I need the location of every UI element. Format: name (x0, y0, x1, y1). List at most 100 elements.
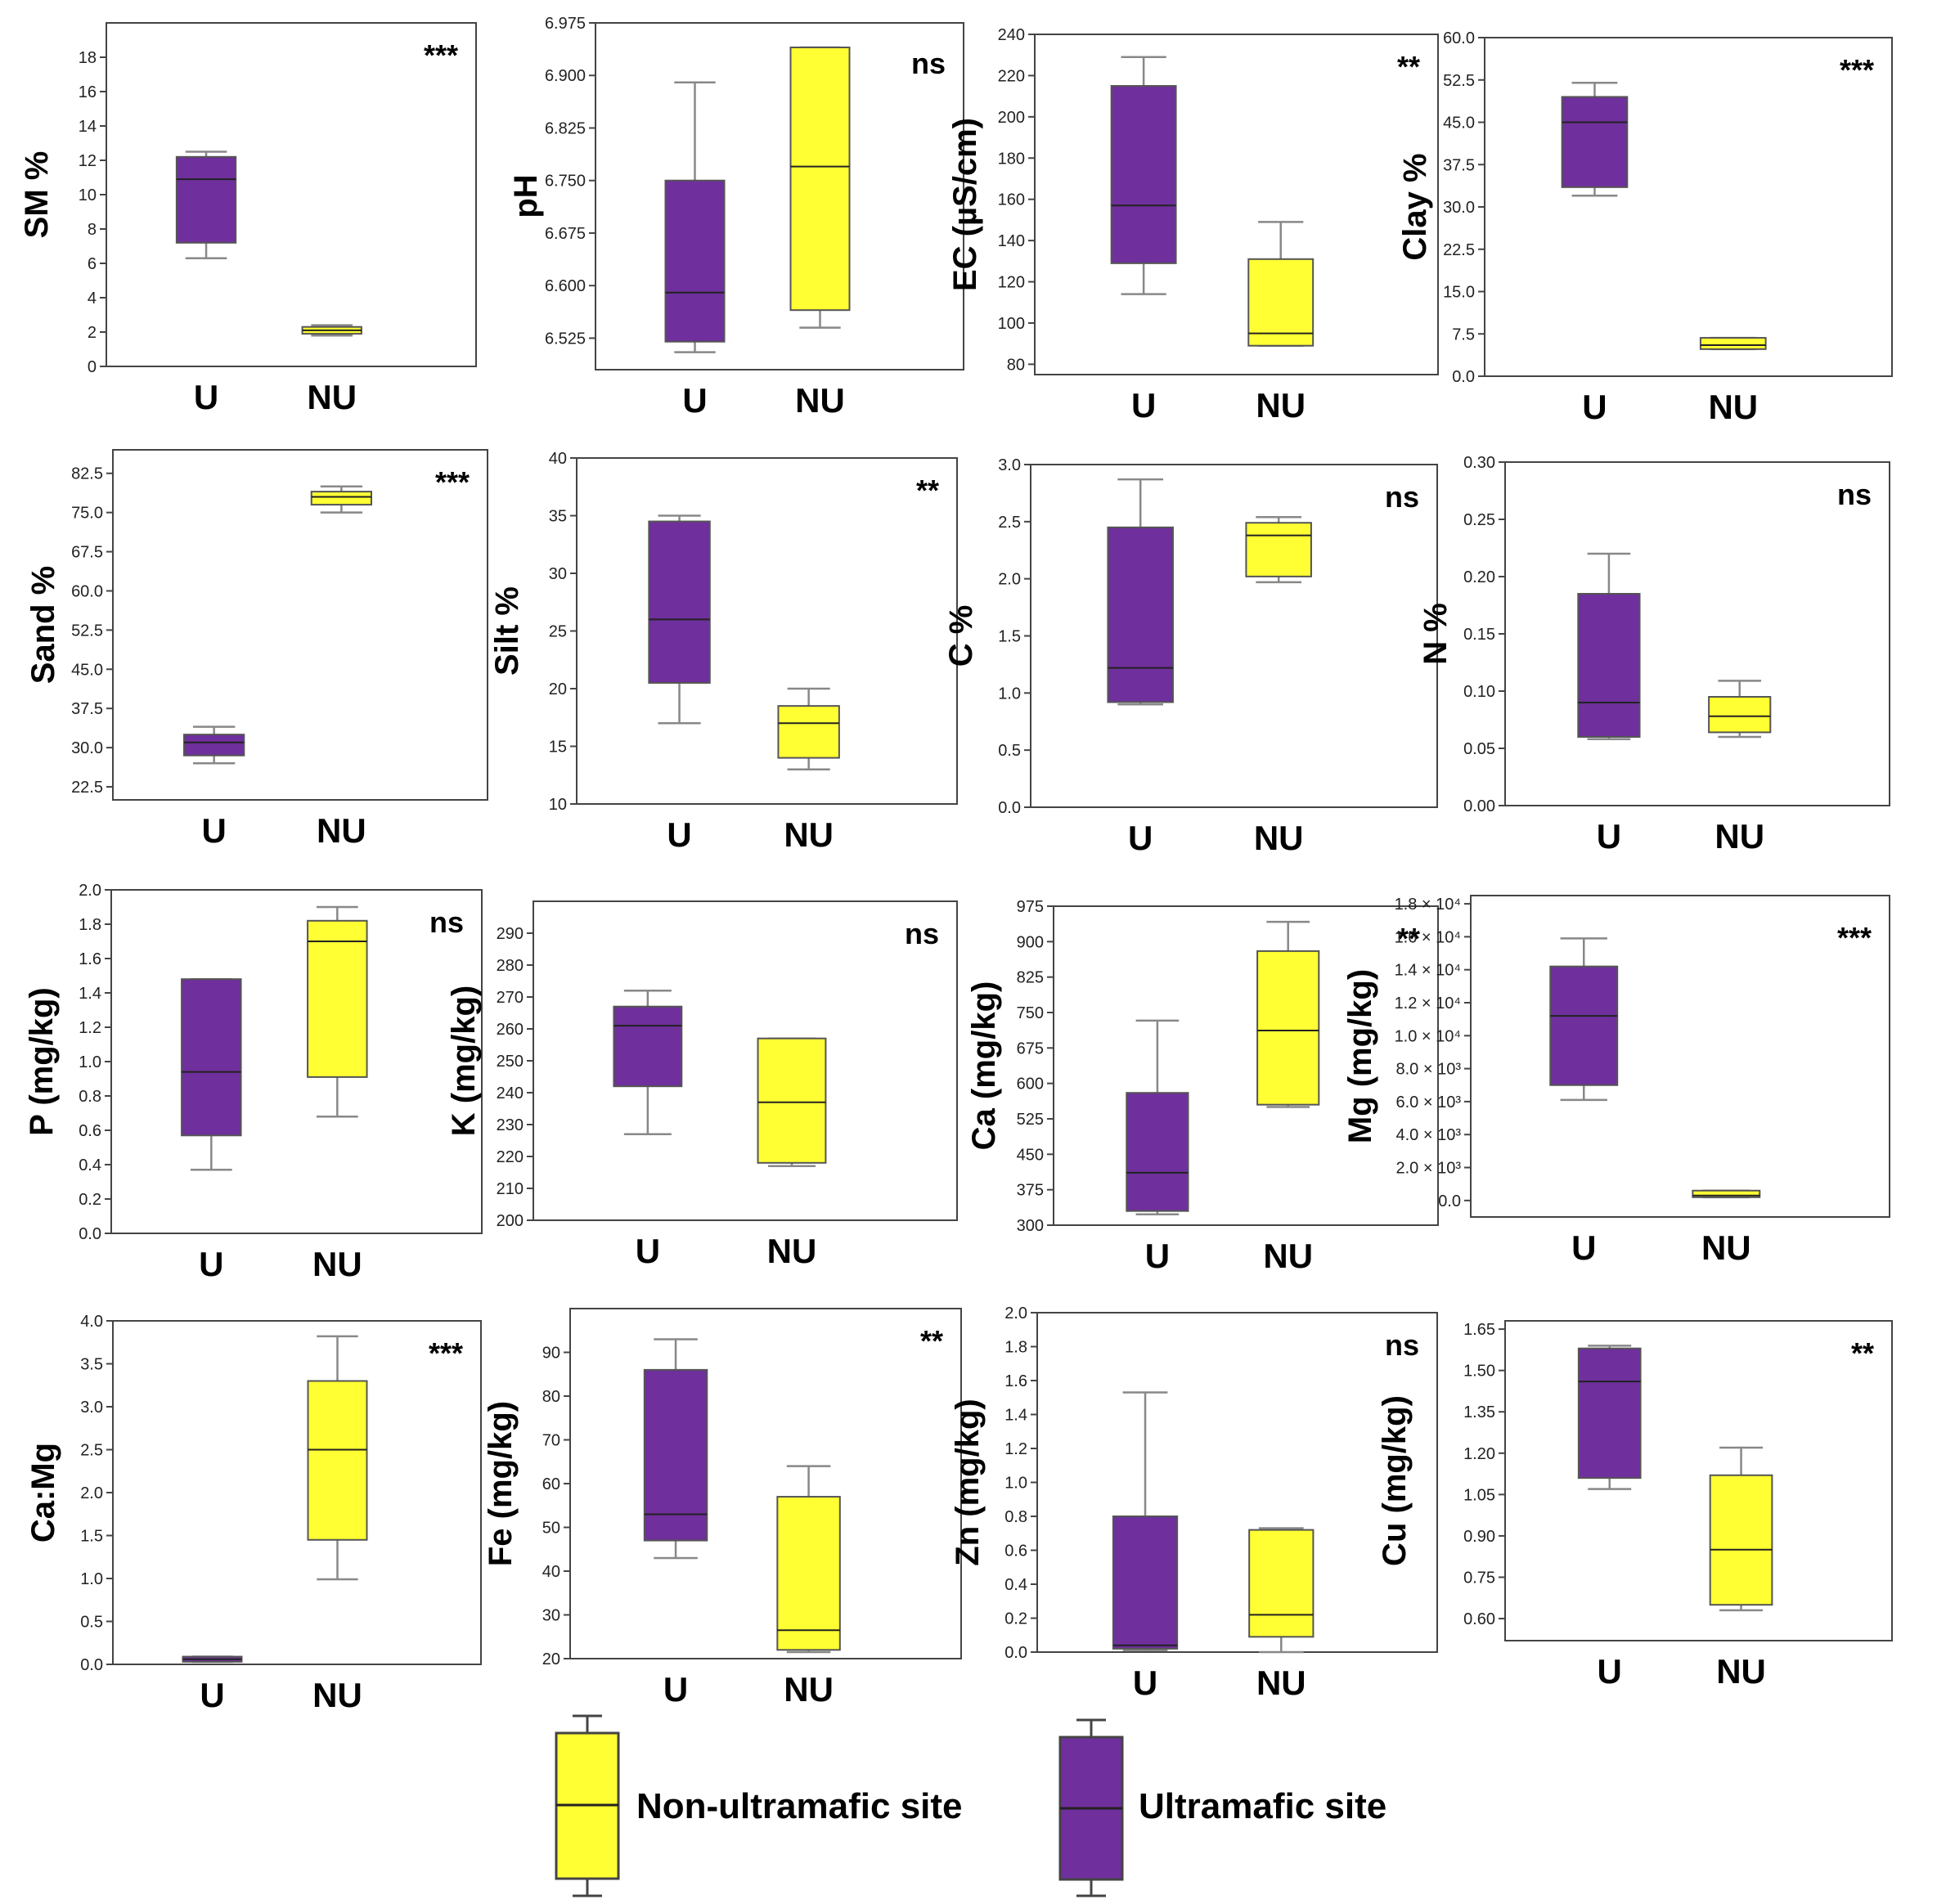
y-tick-label: 1.8 × 10⁴ (1395, 896, 1461, 914)
panel-mg: 0.0 2.0 × 10³ 4.0 × 10³ 6.0 × 10³ 8.0 × 10³ 1… (1342, 895, 1890, 1267)
x-category-label: U (1597, 817, 1621, 855)
x-category-label: NU (784, 815, 834, 854)
iqr-box (613, 1005, 683, 1088)
iqr-box (1107, 526, 1174, 703)
y-tick-label: 25 (549, 623, 567, 641)
y-tick-label: 280 (497, 957, 524, 975)
y-tick-label: 82.5 (71, 465, 103, 483)
iqr-box (1248, 1529, 1315, 1638)
y-axis-label: Clay % (1397, 153, 1433, 260)
y-tick-label: 100 (998, 315, 1025, 333)
x-category-label: NU (312, 1676, 362, 1714)
plot-frame (112, 449, 488, 801)
x-category-label: U (1598, 1652, 1622, 1691)
significance-label: ns (911, 47, 946, 80)
y-axis-label: Silt % (489, 586, 525, 676)
iqr-box (307, 919, 368, 1078)
box-nu (1708, 680, 1772, 739)
y-tick-label: 160 (998, 191, 1025, 209)
x-category-label: U (1131, 386, 1156, 424)
x-category-label: NU (784, 1670, 834, 1709)
x-category-label: U (636, 1232, 660, 1270)
y-tick-label: 10 (549, 796, 567, 814)
box-u (181, 977, 242, 1171)
y-tick-label: 2.0 (998, 571, 1021, 589)
significance-label: *** (1837, 921, 1872, 954)
y-tick-label: 0.6 (1004, 1543, 1027, 1560)
y-axis-label: Ca:Mg (25, 1443, 61, 1543)
y-tick-label: 70 (542, 1432, 560, 1450)
panel-sand: 22.5 30.0 37.5 45.0 52.5 60.0 67.5 75.0 82.5 Sand… (25, 449, 488, 850)
y-tick-label: 750 (1017, 1004, 1044, 1022)
significance-label: ** (1397, 50, 1420, 83)
plot-frame (1030, 464, 1438, 808)
box-u (664, 81, 726, 353)
y-tick-label: 22.5 (71, 779, 103, 797)
plot-frame (1484, 37, 1893, 377)
plot-frame (106, 22, 477, 367)
x-category-label: U (663, 1670, 688, 1709)
y-tick-label: 3.0 (80, 1399, 103, 1417)
y-tick-label: 60.0 (71, 582, 103, 600)
box-u (183, 725, 245, 765)
panel-clay: 0.0 7.5 15.0 22.5 30.0 37.5 45.0 52.5 60.0 Clay %… (1397, 29, 1893, 426)
box-u (613, 989, 683, 1135)
y-tick-label: 180 (998, 150, 1025, 168)
panel-k: 200 210 220 230 240 250 260 270 280 290 K (mg/kg) n… (446, 900, 958, 1270)
legend-ultramafic-swatch (1058, 1718, 1124, 1897)
panels: 0 2 4 6 8 10 12 14 16 18 SM % *** U NU 6.525 6.600 6.675… (19, 15, 1893, 1714)
y-tick-label: 0.0 (1452, 368, 1475, 386)
y-tick-label: 0.2 (79, 1191, 101, 1209)
y-axis-label: pH (508, 174, 544, 218)
iqr-box (1549, 965, 1619, 1086)
y-tick-label: 1.0 (1004, 1475, 1027, 1493)
y-tick-label: 12 (79, 152, 97, 170)
x-category-label: NU (767, 1232, 817, 1270)
y-tick-label: 220 (998, 67, 1025, 85)
y-tick-label: 0.15 (1463, 626, 1495, 644)
y-tick-label: 30.0 (1443, 199, 1475, 217)
y-tick-label: 1.8 (1004, 1339, 1027, 1357)
legend-ultramafic-label: Ultramafic site (1139, 1786, 1386, 1826)
y-tick-label: 300 (1017, 1217, 1044, 1235)
y-tick-label: 60.0 (1443, 29, 1475, 47)
y-tick-label: 1.4 (1004, 1407, 1027, 1425)
y-tick-label: 1.5 (998, 628, 1021, 646)
box-nu (301, 324, 362, 337)
y-tick-label: 140 (998, 232, 1025, 250)
y-tick-label: 6.675 (545, 225, 586, 243)
x-category-label: NU (1256, 386, 1306, 424)
plot-frame (1504, 1320, 1893, 1641)
iqr-box (643, 1368, 708, 1542)
panel-cu: 0.60 0.75 0.90 1.05 1.20 1.35 1.50 1.65 Cu (mg/k… (1377, 1320, 1893, 1691)
panel-fe: 20 30 40 50 60 70 80 90 Fe (mg/kg) ** U NU (483, 1308, 962, 1709)
y-axis-label: SM % (19, 151, 55, 239)
iqr-box (664, 179, 726, 343)
x-category-label: NU (317, 811, 366, 850)
y-tick-label: 75.0 (71, 505, 103, 523)
y-tick-label: 1.50 (1463, 1363, 1495, 1381)
y-tick-label: 10 (79, 186, 97, 204)
y-tick-label: 1.8 (79, 916, 101, 934)
panel-ca: 300 375 450 525 600 675 750 825 900 975 Ca (mg/kg)… (966, 898, 1439, 1275)
iqr-box (776, 1496, 841, 1651)
y-tick-label: 1.4 (79, 985, 101, 1003)
y-tick-label: 6.900 (545, 67, 586, 85)
y-tick-label: 260 (497, 1021, 524, 1039)
box-nu (1248, 1527, 1315, 1654)
y-tick-label: 0.60 (1463, 1610, 1495, 1628)
x-category-label: NU (307, 378, 357, 416)
significance-label: *** (429, 1336, 463, 1370)
y-tick-label: 1.0 (998, 685, 1021, 703)
y-tick-label: 80 (1007, 356, 1025, 374)
y-tick-label: 18 (79, 49, 97, 67)
y-tick-label: 0.20 (1463, 568, 1495, 586)
iqr-box (1112, 1516, 1179, 1650)
y-tick-label: 0.0 (79, 1225, 101, 1243)
y-tick-label: 2.0 (1004, 1305, 1027, 1322)
panel-silt: 10 15 20 25 30 35 40 Silt % ** U NU (489, 450, 958, 854)
y-tick-label: 210 (497, 1180, 524, 1198)
y-tick-label: 3.5 (80, 1356, 103, 1374)
iqr-box (1245, 522, 1312, 577)
x-category-label: NU (1715, 817, 1764, 855)
